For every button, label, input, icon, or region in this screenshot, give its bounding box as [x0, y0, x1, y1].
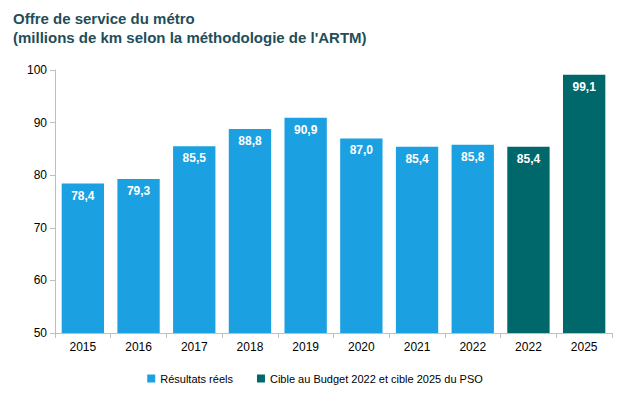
svg-text:2025: 2025	[571, 340, 598, 354]
svg-text:90,9: 90,9	[294, 123, 318, 137]
svg-text:85,4: 85,4	[517, 152, 541, 166]
svg-text:2019: 2019	[292, 340, 319, 354]
svg-text:100: 100	[27, 63, 47, 77]
svg-text:85,8: 85,8	[461, 150, 485, 164]
svg-text:Offre de service du métro: Offre de service du métro	[13, 10, 195, 27]
svg-text:2022: 2022	[515, 340, 542, 354]
svg-text:87,0: 87,0	[350, 143, 374, 157]
svg-text:85,5: 85,5	[183, 151, 207, 165]
svg-text:2015: 2015	[69, 340, 96, 354]
svg-text:60: 60	[34, 273, 48, 287]
svg-text:90: 90	[34, 116, 48, 130]
svg-text:85,4: 85,4	[405, 152, 429, 166]
svg-text:88,8: 88,8	[238, 134, 262, 148]
svg-text:2018: 2018	[237, 340, 264, 354]
svg-text:79,3: 79,3	[127, 184, 151, 198]
svg-text:2022: 2022	[459, 340, 486, 354]
svg-text:70: 70	[34, 221, 48, 235]
svg-text:99,1: 99,1	[572, 80, 596, 94]
svg-text:2016: 2016	[125, 340, 152, 354]
svg-text:2020: 2020	[348, 340, 375, 354]
svg-text:80: 80	[34, 168, 48, 182]
svg-text:(millions de km selon la métho: (millions de km selon la méthodologie de…	[13, 29, 367, 46]
svg-text:Résultats réels: Résultats réels	[160, 373, 233, 385]
svg-text:Cible au Budget 2022 et cible: Cible au Budget 2022 et cible 2025 du PS…	[270, 373, 483, 385]
svg-text:2017: 2017	[181, 340, 208, 354]
svg-text:78,4: 78,4	[71, 189, 95, 203]
svg-text:2021: 2021	[404, 340, 431, 354]
svg-text:50: 50	[34, 326, 48, 340]
